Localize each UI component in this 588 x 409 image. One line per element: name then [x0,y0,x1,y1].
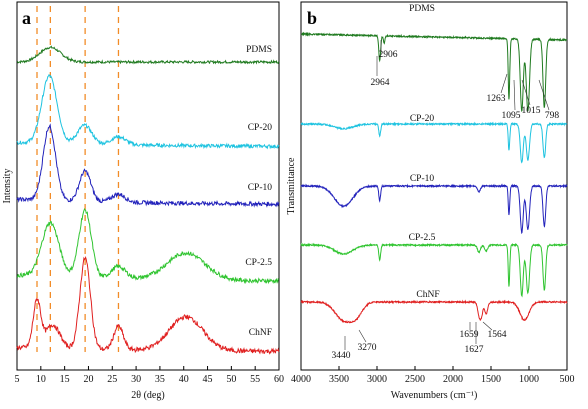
xrd-series-chnf [16,255,280,355]
peak-leader-1095 [513,79,516,111]
ftir-tick-label-4000: 4000 [291,374,311,385]
ftir-label-pdms: PDMS [409,4,435,14]
xrd-tick-label-45: 45 [203,374,213,385]
peak-label-2906: 2906 [379,50,398,60]
xrd-label-cp-20: CP-20 [248,123,273,133]
ftir-tick-label-2000: 2000 [443,374,463,385]
ftir-tick-label-1000: 1000 [519,374,539,385]
peak-label-1263: 1263 [487,94,506,104]
peak-label-1095: 1095 [502,111,521,121]
ftir-label-chnf: ChNF [416,290,439,300]
xrd-label-cp-2-5: CP-2.5 [245,258,272,268]
ftir-label-cp-20: CP-20 [410,114,435,124]
xrd-tick-label-55: 55 [250,374,260,385]
peak-leader-1564 [482,321,493,331]
peak-label-2964: 2964 [371,78,390,88]
ftir-series-pdms [300,31,568,113]
panel-a-ylabel: Intensity [2,169,13,204]
panel-a-series-labels: PDMS CP-20 CP-10 CP-2.5 ChNF [245,45,272,338]
xrd-series-cp-2-5 [16,207,280,285]
panel-a-frame [16,1,280,371]
panel-b-traces [300,31,568,324]
panel-b-ylabel: Transmittance [286,157,297,214]
peak-label-1627: 1627 [465,345,484,355]
panel-a-reference-lines [36,6,120,352]
xrd-label-cp-10: CP-10 [248,183,273,193]
xrd-tick-label-60: 60 [274,374,284,385]
peak-leader-798 [538,79,550,111]
panel-a-letter: a [22,8,31,28]
peak-label-798: 798 [545,111,560,121]
peak-leader-1015 [521,79,531,106]
panel-b-ftir: b PDMS CP-20 CP-10 CP-2.5 ChNF 2964 2906 1263 1… [286,1,575,401]
peak-leader-1263 [500,73,508,94]
xrd-label-chnf: ChNF [249,328,272,338]
panel-b-x-ticks: 4000 3500 3000 2500 2000 1500 1000 500 [291,366,575,385]
xrd-label-pdms: PDMS [246,45,272,55]
ftir-label-cp-10: CP-10 [410,174,435,184]
xrd-tick-label-15: 15 [60,374,70,385]
ftir-tick-label-2500: 2500 [405,374,425,385]
panel-a-x-ticks: 5 10 15 20 25 30 35 40 45 50 55 60 [15,366,284,385]
xrd-series-cp-20 [16,73,280,150]
xrd-tick-label-20: 20 [83,374,93,385]
ftir-tick-label-500: 500 [560,374,575,385]
panel-b-xlabel: Wavenumbers (cm⁻¹) [391,390,478,401]
ftir-series-cp-20 [300,121,568,164]
panel-b-peak-annotations: 2964 2906 1263 1095 1015 798 3440 3270 1659 1627 1… [332,40,560,361]
ftir-tick-label-3500: 3500 [329,374,349,385]
xrd-series-cp-10 [16,123,280,208]
panel-b-series-labels: PDMS CP-20 CP-10 CP-2.5 ChNF [409,4,440,300]
xrd-tick-label-35: 35 [155,374,165,385]
xrd-tick-label-25: 25 [107,374,117,385]
peak-label-1564: 1564 [488,330,507,340]
panel-a-xrd: a PDMS CP-20 CP-10 CP-2.5 ChNF 5 10 15 20 25 30 35… [2,1,284,401]
ftir-series-chnf [300,299,568,324]
xrd-series-pdms [16,45,280,65]
peak-label-3270: 3270 [358,343,377,353]
peak-label-1659: 1659 [460,330,479,340]
ftir-tick-label-3000: 3000 [367,374,387,385]
xrd-tick-label-10: 10 [36,374,46,385]
peak-leader-3270 [358,329,367,343]
xrd-tick-label-30: 30 [131,374,141,385]
peak-label-1015: 1015 [522,106,541,116]
xrd-tick-label-50: 50 [226,374,236,385]
panel-b-letter: b [307,8,317,28]
xrd-tick-label-5: 5 [15,374,20,385]
ftir-tick-label-1500: 1500 [481,374,501,385]
ftir-label-cp-2-5: CP-2.5 [409,233,436,243]
ftir-series-cp-2-5 [300,242,568,298]
panel-a-traces [16,45,280,355]
xrd-tick-label-40: 40 [179,374,189,385]
peak-label-3440: 3440 [332,351,351,361]
ftir-series-cp-10 [300,183,568,235]
panel-a-xlabel: 2θ (deg) [131,390,164,401]
